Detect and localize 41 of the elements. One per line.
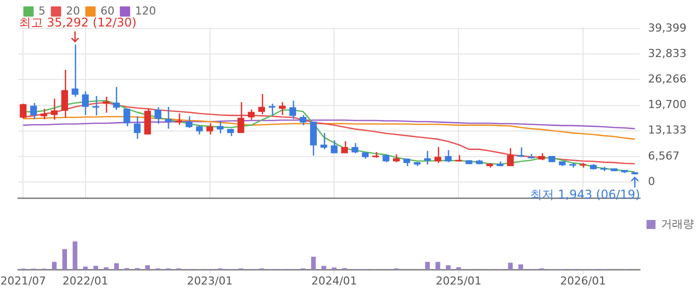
candlestick (72, 44, 78, 98)
legend-label: 60 (100, 4, 114, 18)
candlestick (300, 114, 306, 126)
y-tick-label: 26,266 (648, 72, 686, 86)
y-tick-label: 39,399 (648, 21, 686, 34)
legend-label: 120 (134, 4, 156, 18)
candlestick (154, 106, 162, 124)
x-tick-label: 2025/01 (436, 274, 482, 288)
x-tick-label: 2024/01 (311, 274, 358, 288)
y-tick-label: 19,700 (648, 98, 686, 112)
bar (52, 262, 57, 270)
x-tick-label: 2026/01 (560, 274, 606, 288)
y-tick-label: 13,133 (648, 124, 686, 137)
legend-label: 20 (66, 4, 80, 18)
candlestick (186, 116, 192, 129)
candlestick (320, 132, 328, 150)
x-tick-label: 2023/01 (186, 274, 233, 288)
y-tick-label: 6,567 (648, 149, 680, 162)
bar (436, 262, 440, 270)
bar (425, 262, 430, 270)
candlestick (352, 142, 358, 154)
candlestick (268, 103, 276, 116)
bar (456, 267, 461, 270)
candlestick (30, 102, 37, 120)
y-tick-label: 0 (648, 174, 655, 188)
bar (311, 256, 316, 270)
bar (72, 241, 78, 270)
legend-label: 거래량 (661, 217, 694, 230)
bar (114, 263, 119, 270)
y-tick-label: 32,833 (648, 47, 686, 60)
candlestick (310, 121, 317, 156)
bar (508, 262, 513, 270)
bar (62, 249, 67, 270)
bar (104, 267, 108, 270)
candlestick (507, 148, 514, 167)
candlestick (278, 102, 286, 116)
legend-label: 5 (38, 4, 46, 18)
x-tick-label: 2021/07 (0, 274, 46, 288)
bar (83, 266, 88, 270)
x-tick-label: 2022/01 (62, 274, 108, 288)
annotation: 최고 35,292 (12/30) (19, 16, 137, 30)
